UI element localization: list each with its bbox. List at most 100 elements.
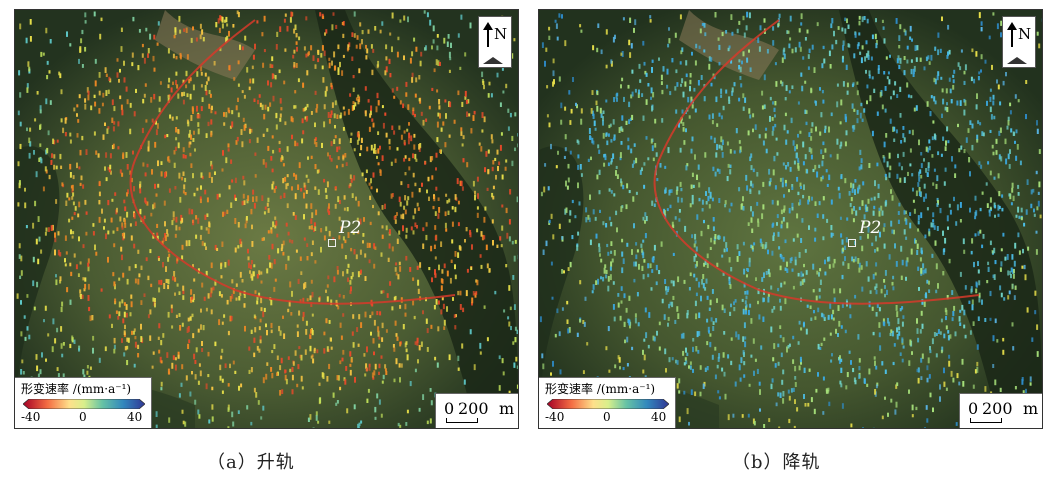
deformation-point	[814, 316, 817, 320]
deformation-point	[751, 245, 754, 250]
deformation-point	[166, 352, 169, 358]
deformation-point	[944, 307, 947, 313]
deformation-point	[713, 240, 716, 245]
deformation-point	[577, 231, 580, 236]
deformation-point	[776, 222, 778, 226]
deformation-point	[952, 79, 955, 84]
deformation-point	[469, 232, 472, 238]
deformation-point	[155, 193, 158, 197]
deformation-point	[511, 240, 514, 245]
deformation-point	[437, 112, 440, 117]
deformation-point	[931, 253, 934, 258]
deformation-point	[780, 255, 783, 260]
deformation-point	[239, 44, 241, 50]
deformation-point	[208, 90, 211, 95]
deformation-point	[35, 238, 38, 245]
deformation-point	[415, 158, 418, 162]
deformation-point	[896, 58, 899, 64]
deformation-point	[237, 222, 240, 228]
deformation-point	[490, 93, 493, 98]
deformation-point	[314, 226, 317, 231]
deformation-point	[859, 236, 862, 240]
deformation-point	[884, 201, 887, 207]
deformation-point	[749, 67, 752, 72]
deformation-point	[359, 249, 362, 255]
deformation-point	[459, 246, 462, 251]
deformation-point	[679, 147, 682, 153]
deformation-point	[814, 201, 817, 206]
deformation-point	[488, 81, 491, 86]
deformation-point	[591, 90, 594, 95]
deformation-point	[464, 52, 467, 57]
deformation-point	[428, 105, 431, 110]
deformation-point	[745, 310, 747, 315]
deformation-point	[891, 195, 894, 201]
deformation-point	[771, 250, 774, 256]
deformation-point	[759, 408, 761, 412]
deformation-point	[76, 104, 79, 108]
deformation-point	[801, 85, 804, 92]
deformation-point	[439, 113, 441, 119]
deformation-point	[143, 93, 146, 98]
deformation-point	[631, 114, 634, 120]
deformation-point	[486, 187, 489, 191]
deformation-point	[205, 246, 207, 250]
deformation-point	[328, 118, 331, 124]
deformation-point	[927, 162, 930, 168]
deformation-point	[907, 171, 909, 176]
deformation-point	[167, 94, 170, 98]
deformation-point	[548, 26, 551, 31]
deformation-point	[774, 114, 776, 118]
deformation-point	[576, 332, 579, 337]
deformation-point	[556, 308, 559, 314]
deformation-point	[655, 281, 658, 286]
deformation-point	[327, 152, 329, 157]
deformation-point	[572, 77, 574, 82]
deformation-point	[394, 320, 397, 326]
deformation-point	[332, 12, 335, 16]
deformation-point	[406, 354, 409, 361]
deformation-point	[479, 254, 482, 258]
deformation-point	[357, 99, 360, 105]
deformation-point	[87, 262, 90, 267]
deformation-point	[817, 343, 820, 350]
deformation-point	[810, 154, 813, 160]
deformation-point	[1020, 207, 1023, 213]
deformation-point	[633, 143, 636, 147]
deformation-point	[772, 101, 774, 105]
deformation-point	[472, 291, 475, 296]
deformation-point	[1018, 215, 1021, 219]
deformation-point	[231, 179, 234, 183]
deformation-point	[871, 242, 874, 247]
deformation-point	[145, 257, 148, 262]
deformation-point	[935, 353, 938, 358]
deformation-point	[998, 130, 1001, 136]
deformation-point	[857, 334, 860, 340]
deformation-point	[256, 300, 259, 305]
deformation-point	[873, 196, 876, 201]
deformation-point	[429, 418, 432, 424]
deformation-point	[199, 198, 202, 204]
deformation-point	[237, 410, 240, 414]
deformation-point	[448, 354, 451, 361]
deformation-point	[95, 251, 98, 256]
deformation-point	[932, 212, 935, 218]
deformation-point	[548, 122, 551, 128]
deformation-point	[167, 256, 170, 262]
deformation-point	[290, 11, 293, 18]
deformation-point	[952, 377, 955, 383]
deformation-point	[267, 145, 270, 151]
deformation-point	[1004, 138, 1007, 145]
deformation-point	[38, 157, 41, 162]
deformation-point	[651, 67, 653, 73]
deformation-point	[876, 111, 879, 116]
deformation-point	[143, 57, 146, 64]
deformation-point	[858, 366, 861, 371]
deformation-point	[958, 381, 961, 386]
deformation-point	[1038, 43, 1041, 49]
deformation-point	[895, 18, 898, 24]
deformation-point	[884, 369, 887, 374]
deformation-point	[304, 107, 306, 112]
deformation-point	[1015, 214, 1018, 218]
deformation-point	[741, 298, 744, 302]
